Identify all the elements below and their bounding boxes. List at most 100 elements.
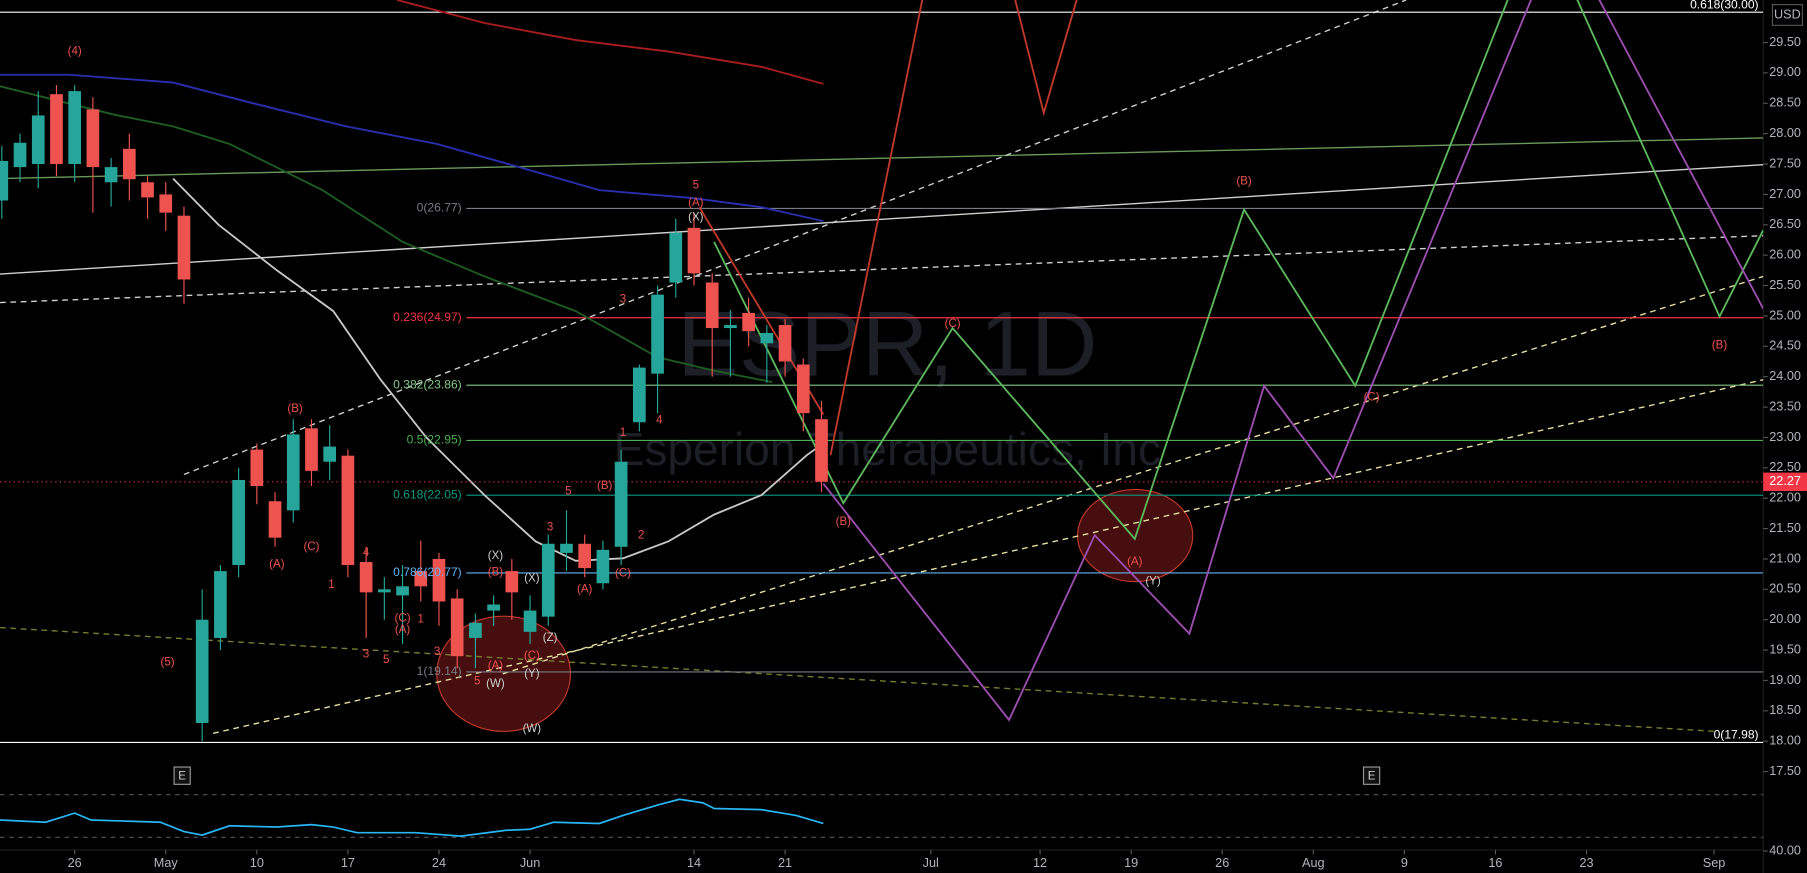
wave-label: (5) [161,656,175,668]
wave-label: (X) [688,212,704,224]
y-tick-label: 19.50 [1769,642,1801,656]
candle-body [396,586,409,596]
wave-label: 2 [638,529,644,541]
candle-body [286,434,300,511]
y-tick-label: 25.00 [1769,308,1801,322]
wave-label: (W) [486,678,505,690]
y-tick-label: 28.50 [1769,96,1801,110]
fib-label: 0.236(24.97) [393,310,462,324]
y-tick-label: 29.00 [1769,65,1801,79]
trend-line [0,137,1764,180]
wave-label: (B) [597,480,613,492]
y-tick-label: 24.00 [1769,369,1801,383]
candle-body [724,325,737,329]
earnings-marker [173,766,191,785]
trend-line [212,379,1764,734]
trend-line [183,0,1407,476]
candle-body [687,227,701,274]
earnings-label: E [178,770,186,782]
wave-label: 3 [620,294,626,306]
candle-body [523,610,537,632]
wave-label: 5 [474,676,480,688]
wave-label: (A) [269,558,285,570]
axes: 17.50 18.00 18.50 19.00 19.50 20.00 20.50 21.00… [68,35,1807,870]
last-price-label: 22.27 [1769,474,1801,488]
y-tick-label: 22.00 [1769,491,1801,505]
currency-box [1771,4,1803,26]
candle-body [68,91,82,165]
indicator-tick-label: 40.00 [1769,843,1801,857]
y-tick-label: 18.50 [1769,703,1801,717]
x-tick-label: 26 [68,856,82,870]
fib-label: 0.382(23.86) [393,377,462,391]
y-tick-label: 23.00 [1769,430,1801,444]
candle-body [305,428,318,471]
wave-label: (B) [287,403,303,415]
wave-label: (C) [1364,391,1380,403]
watermark-title: ESPR, 1D [677,293,1097,396]
x-tick-label: Jun [520,856,540,870]
moving-average [0,85,773,384]
candle-body [159,194,173,213]
candle-body [86,109,100,168]
y-tick-label: 25.50 [1769,278,1801,292]
y-tick-label: 29.50 [1769,35,1801,49]
fib-label: 0(26.77) [417,201,462,215]
candle-body [50,94,63,165]
wave-label: (B) [1712,340,1728,352]
candle-body [815,419,828,482]
y-tick-label: 18.00 [1769,734,1801,748]
y-tick-label: 26.00 [1769,248,1801,262]
candle-body [177,215,191,280]
candle-body [195,619,209,723]
candle-body [414,571,428,587]
y-tick-label: 27.00 [1769,187,1801,201]
y-tick-label: 27.50 [1769,156,1801,170]
candle-body [432,558,446,602]
y-tick-label: 20.00 [1769,612,1801,626]
projection-path [713,0,1764,541]
x-tick-label: 19 [1124,856,1138,870]
projection-path [822,0,1764,722]
last-price-tag [1763,472,1807,492]
trend-line [502,275,1764,675]
x-tick-label: 9 [1401,856,1408,870]
wave-label: 3 [363,648,369,660]
candle-body [250,449,264,487]
moving-average [396,0,824,85]
currency: USD [1774,7,1801,21]
wave-label: (Y) [1145,575,1161,587]
x-tick-label: Aug [1302,856,1325,870]
wave-label: (A) [577,583,593,595]
wave-label: (A) [1127,556,1143,568]
trend-line [0,163,1764,275]
fib-label: 1(19.14) [417,664,462,678]
wave-label: (X) [524,572,540,584]
x-tick-label: Jul [923,856,939,870]
candle-body [359,561,373,593]
fib-label: 0.786(20.77) [393,565,462,579]
candle-body [469,622,482,638]
earnings-label: E [1368,770,1376,782]
candle-body [122,148,136,180]
wave-label: 3 [547,521,553,533]
candle-body [560,543,573,553]
wave-label: 5 [383,654,389,666]
wave-label: (Y) [524,668,540,680]
earnings-marker [1362,766,1381,785]
candle-body [614,461,628,547]
watermark-subtitle: Esperion Therapeutics, Inc [614,423,1161,475]
candle-body [104,167,118,183]
moving-average [0,73,824,223]
fib-label: 0.618(22.05) [393,487,462,501]
candle-body [0,161,9,201]
projection-path [829,0,1078,456]
candle-body [214,571,227,638]
wave-label: 5 [565,486,571,498]
candle-body [578,543,592,569]
indicator-line [0,798,824,838]
y-tick-label: 26.50 [1769,217,1801,231]
trend-line [0,626,1718,733]
